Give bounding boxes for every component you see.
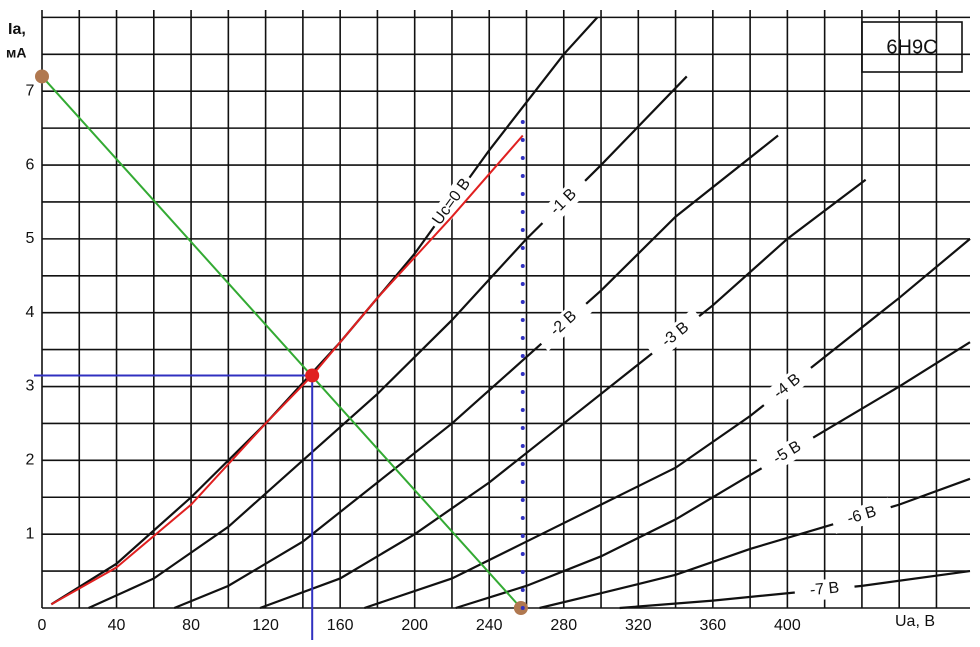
curve bbox=[259, 178, 867, 610]
label-bg bbox=[830, 497, 894, 534]
x-tick-label: 0 bbox=[38, 617, 47, 634]
curve bbox=[50, 16, 599, 606]
curve bbox=[364, 238, 971, 610]
x-tick-label: 280 bbox=[550, 617, 577, 634]
legend-label: -6 B bbox=[845, 503, 878, 528]
operating-point bbox=[305, 368, 320, 383]
y-tick-label: 1 bbox=[26, 525, 35, 542]
x-axis-label: Ua, B bbox=[895, 613, 935, 630]
y-tick-label: 4 bbox=[26, 304, 35, 321]
label-bg bbox=[757, 360, 818, 413]
label-bg bbox=[793, 576, 856, 603]
curve bbox=[455, 341, 971, 610]
y-tick-label: 3 bbox=[26, 378, 35, 395]
x-tick-label: 160 bbox=[327, 617, 354, 634]
x-tick-label: 120 bbox=[252, 617, 279, 634]
label-bg bbox=[534, 296, 593, 352]
label-bg bbox=[645, 308, 706, 362]
curve bbox=[88, 75, 688, 610]
y-tick-label: 2 bbox=[26, 452, 35, 469]
y-axis-label: Ia, bbox=[8, 21, 26, 38]
curve bbox=[619, 569, 971, 610]
x-tick-label: 80 bbox=[182, 617, 200, 634]
load-line-end bbox=[35, 69, 49, 84]
x-tick-label: 40 bbox=[108, 617, 126, 634]
load-line bbox=[41, 75, 522, 609]
curve bbox=[173, 134, 779, 610]
y-axis-unit: мА bbox=[6, 45, 26, 61]
legend-label: -7 B bbox=[809, 579, 840, 599]
label-bg bbox=[426, 171, 478, 233]
y-tick-label: 5 bbox=[26, 230, 35, 247]
label-bg bbox=[535, 173, 593, 231]
x-tick-label: 240 bbox=[476, 617, 503, 634]
x-tick-label: 200 bbox=[401, 617, 428, 634]
y-tick-label: 6 bbox=[26, 156, 35, 173]
x-tick-label: 400 bbox=[774, 617, 801, 634]
curve bbox=[539, 477, 971, 610]
measured-curve bbox=[50, 134, 524, 606]
y-tick-label: 7 bbox=[26, 82, 35, 99]
x-tick-label: 360 bbox=[699, 617, 726, 634]
label-bg bbox=[756, 429, 819, 477]
x-tick-label: 320 bbox=[625, 617, 652, 634]
